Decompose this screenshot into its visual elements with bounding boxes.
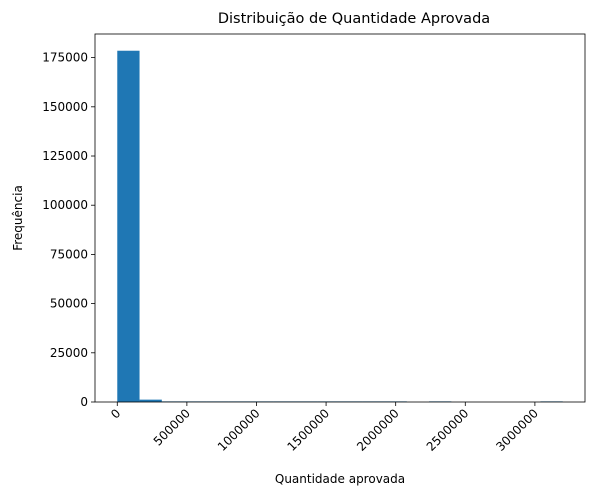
y-axis-label: Frequência [11, 185, 25, 251]
y-axis-ticks: 0 25000 50000 75000 100000 125000 150000 175000 [42, 51, 95, 409]
histogram-bar-0 [117, 50, 140, 403]
x-axis-ticks: 0 500000 1000000 1500000 2000000 2500000 30000… [108, 402, 541, 454]
x-tick-label: 1000000 [215, 406, 263, 454]
x-axis-label: Quantidade aprovada [275, 472, 405, 486]
y-tick-label: 100000 [42, 198, 88, 212]
y-tick-label: 125000 [42, 149, 88, 163]
y-tick-label: 175000 [42, 51, 88, 65]
x-tick-label: 1500000 [285, 406, 333, 454]
x-tick-label: 0 [108, 406, 123, 421]
histogram-bar-1 [139, 399, 162, 402]
plot-frame [94, 33, 586, 403]
x-tick-label: 3000000 [493, 406, 541, 454]
x-tick-label: 2000000 [354, 406, 402, 454]
y-tick-label: 50000 [50, 297, 88, 311]
chart-title: Distribuição de Quantidade Aprovada [218, 11, 490, 27]
bars-group [117, 50, 563, 403]
x-tick-label: 2500000 [424, 406, 472, 454]
y-tick-label: 25000 [50, 346, 88, 360]
y-tick-label: 150000 [42, 100, 88, 114]
x-tick-label: 500000 [151, 406, 193, 448]
y-tick-label: 0 [80, 395, 88, 409]
y-tick-label: 75000 [50, 247, 88, 261]
